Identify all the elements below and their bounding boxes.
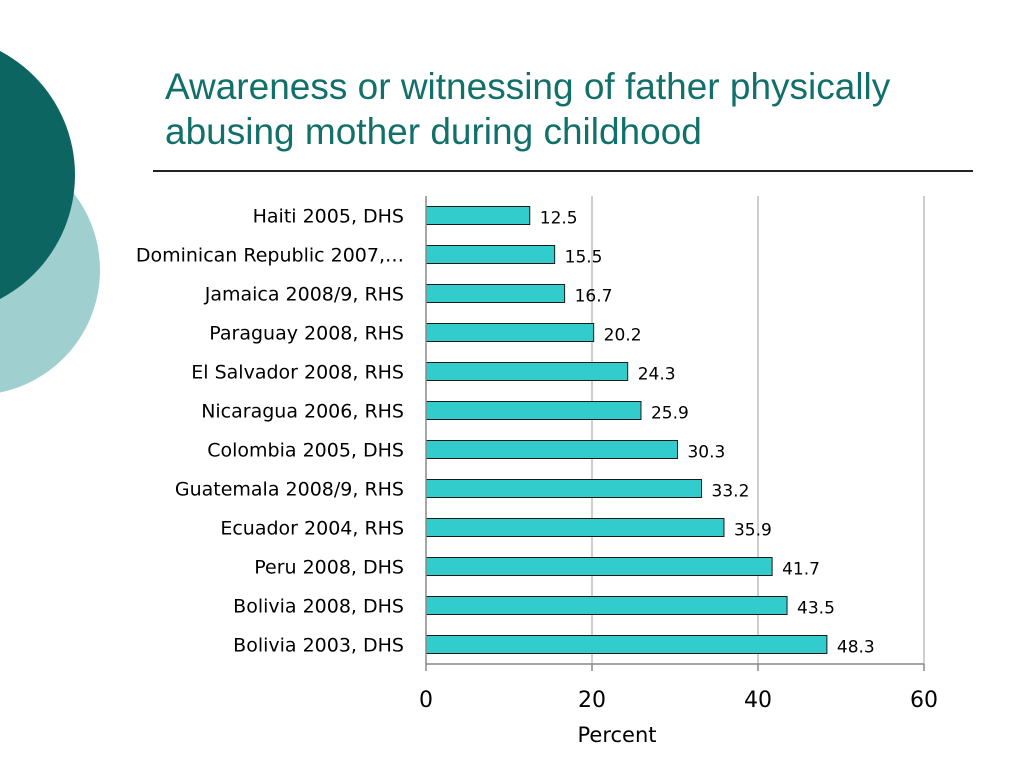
data-label-0: 12.5 — [540, 209, 578, 229]
slide-title: Awareness or witnessing of father physic… — [165, 64, 985, 154]
slide-title-line-1: Awareness or witnessing of father physic… — [165, 66, 891, 107]
bar-5 — [425, 401, 642, 420]
bar-2 — [425, 284, 566, 303]
x-axis-title: Percent — [577, 723, 656, 747]
bar-7 — [425, 479, 703, 498]
data-label-4: 24.3 — [638, 365, 676, 385]
bar-4 — [425, 362, 629, 381]
x-tick-label-40: 40 — [744, 688, 772, 713]
gridlines — [591, 196, 925, 664]
x-tick-label-20: 20 — [578, 688, 606, 713]
category-label-4: El Salvador 2008, RHS — [191, 362, 404, 384]
category-label-2: Jamaica 2008/9, RHS — [204, 284, 404, 306]
data-label-2: 16.7 — [575, 287, 613, 307]
x-axis: 0 20 40 60 — [419, 196, 938, 713]
bar-1 — [425, 245, 556, 264]
category-label-7: Guatemala 2008/9, RHS — [175, 479, 404, 501]
data-label-8: 35.9 — [734, 521, 772, 541]
data-label-1: 15.5 — [565, 248, 603, 268]
category-label-11: Bolivia 2003, DHS — [233, 635, 404, 657]
bar-9 — [425, 557, 773, 576]
data-label-6: 30.3 — [687, 443, 725, 463]
category-label-3: Paraguay 2008, RHS — [209, 323, 404, 345]
category-label-6: Colombia 2005, DHS — [207, 440, 404, 462]
bar-10 — [425, 596, 788, 615]
data-label-5: 25.9 — [651, 404, 689, 424]
bar-8 — [425, 518, 725, 537]
data-labels: 12.5 15.5 16.7 20.2 24.3 25.9 30.3 33.2 35.9 41.7… — [540, 209, 875, 658]
data-label-11: 48.3 — [837, 638, 875, 658]
title-divider — [153, 170, 973, 172]
data-label-7: 33.2 — [712, 482, 750, 502]
dark-circle-shape — [0, 51, 75, 299]
bars — [425, 206, 828, 654]
data-label-9: 41.7 — [782, 560, 820, 580]
bar-11 — [425, 635, 828, 654]
category-label-8: Ecuador 2004, RHS — [220, 518, 404, 540]
data-label-3: 20.2 — [604, 326, 642, 346]
bar-6 — [425, 440, 678, 459]
category-label-5: Nicaragua 2006, RHS — [201, 401, 404, 423]
category-label-9: Peru 2008, DHS — [254, 557, 404, 579]
category-label-0: Haiti 2005, DHS — [253, 206, 404, 228]
category-labels: Haiti 2005, DHS Dominican Republic 2007,…… — [136, 206, 404, 657]
decorative-circles — [0, 51, 100, 393]
slide-title-line-2: abusing mother during childhood — [165, 111, 702, 152]
bar-0 — [425, 206, 531, 225]
category-label-10: Bolivia 2008, DHS — [233, 596, 404, 618]
data-label-10: 43.5 — [797, 599, 835, 619]
x-tick-label-0: 0 — [419, 688, 433, 713]
category-label-1: Dominican Republic 2007,… — [136, 245, 404, 267]
bar-3 — [425, 323, 595, 342]
x-tick-label-60: 60 — [910, 688, 938, 713]
